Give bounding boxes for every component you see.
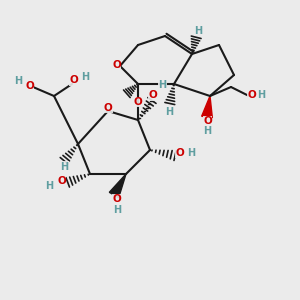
Text: O: O bbox=[148, 90, 157, 100]
Text: H: H bbox=[158, 80, 167, 91]
Text: O: O bbox=[25, 80, 34, 91]
Text: H: H bbox=[203, 126, 212, 136]
Text: H: H bbox=[194, 26, 202, 36]
Text: O: O bbox=[134, 97, 142, 107]
Polygon shape bbox=[109, 174, 126, 198]
Text: O: O bbox=[112, 59, 121, 70]
Text: H: H bbox=[81, 71, 90, 82]
Text: H: H bbox=[113, 205, 121, 215]
Text: H: H bbox=[187, 148, 196, 158]
Text: H: H bbox=[60, 161, 69, 172]
Text: H: H bbox=[45, 181, 54, 191]
Text: O: O bbox=[112, 194, 122, 205]
Text: O: O bbox=[203, 116, 212, 127]
Text: O: O bbox=[247, 89, 256, 100]
Text: H: H bbox=[14, 76, 22, 86]
Text: O: O bbox=[103, 103, 112, 113]
Polygon shape bbox=[202, 96, 212, 118]
Text: O: O bbox=[69, 75, 78, 85]
Text: H: H bbox=[257, 89, 266, 100]
Text: H: H bbox=[165, 106, 174, 117]
Text: O: O bbox=[176, 148, 184, 158]
Text: O: O bbox=[57, 176, 66, 187]
